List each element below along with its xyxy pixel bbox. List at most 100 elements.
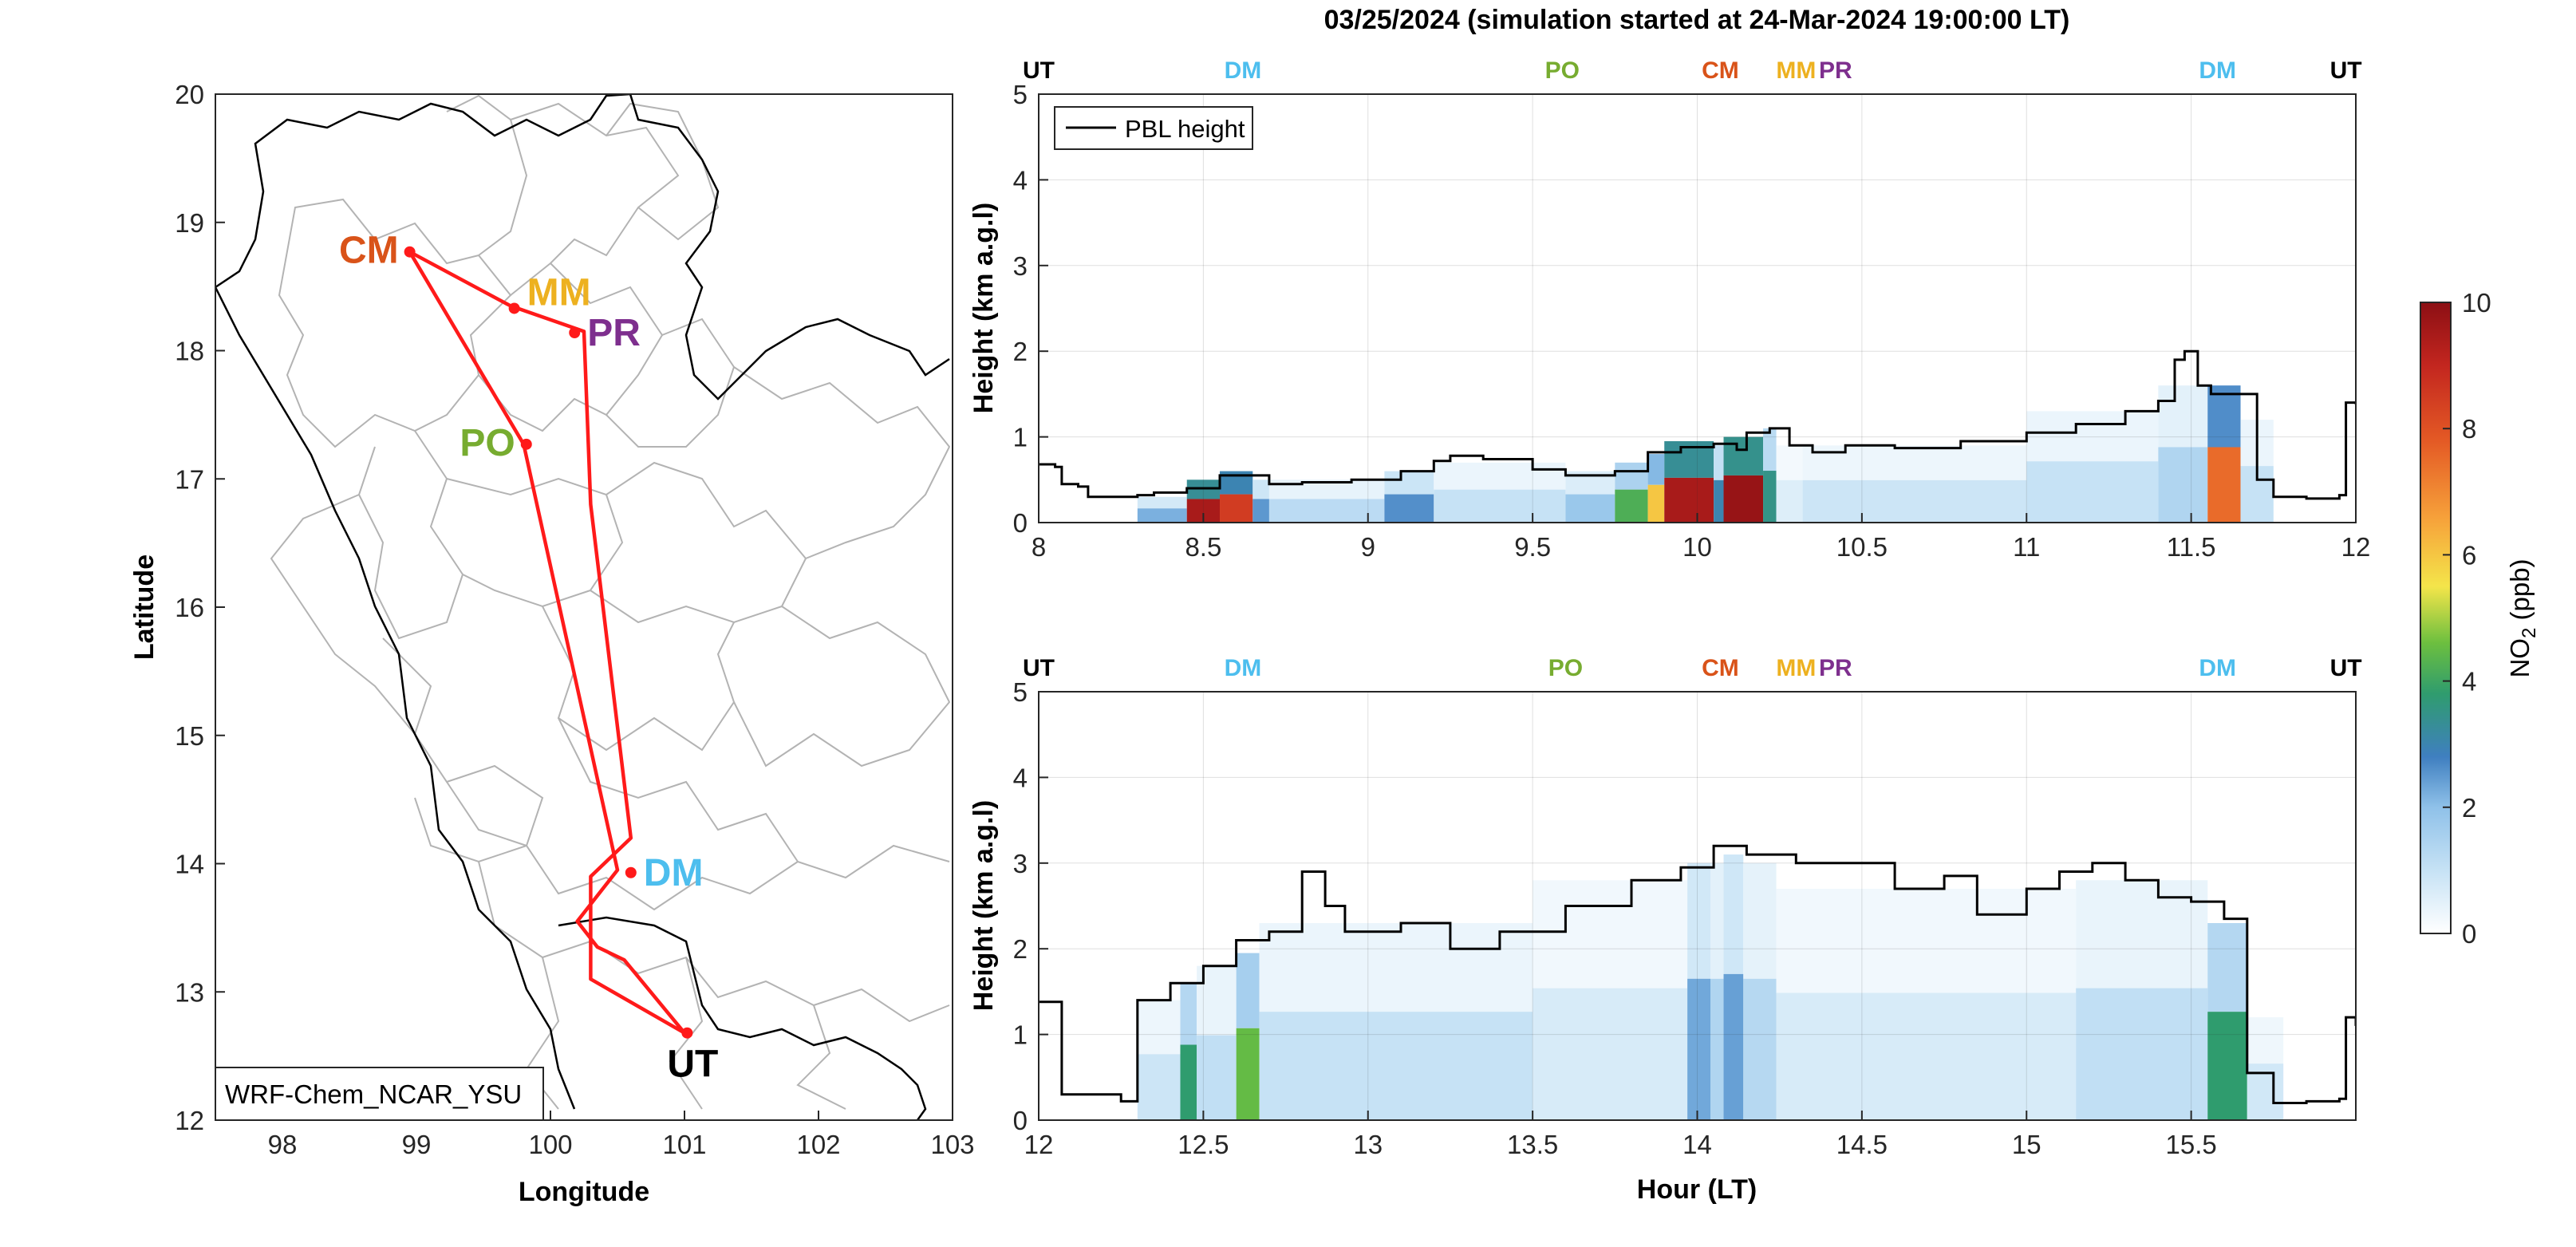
x-tick-label: 12.5 xyxy=(1178,1130,1229,1159)
colorbar-tick-label: 2 xyxy=(2462,793,2476,823)
no2-cell-upper xyxy=(2247,1017,2284,1064)
panel1-no2-cells xyxy=(1137,385,2274,523)
y-tick-label: 16 xyxy=(175,593,204,622)
province-boundary xyxy=(278,198,512,448)
site-marker-label: DM xyxy=(2199,57,2236,84)
no2-cell xyxy=(1259,1012,1533,1120)
colorbar-tick-label: 10 xyxy=(2462,288,2491,318)
no2-cell-upper xyxy=(1687,862,1711,979)
x-tick-label: 11.5 xyxy=(2167,532,2216,562)
no2-cell-upper xyxy=(2158,385,2208,448)
panel1-grid xyxy=(1039,94,2356,523)
panel1-pbl-line xyxy=(1039,349,2356,500)
no2-cell-upper xyxy=(1776,445,1803,480)
no2-cell xyxy=(1664,477,1714,523)
x-tick-label: 11 xyxy=(2013,532,2040,562)
province-boundary xyxy=(796,1004,846,1110)
x-tick-label: 9 xyxy=(1361,532,1375,562)
no2-cell xyxy=(1384,494,1434,523)
no2-cell xyxy=(1137,1054,1181,1120)
colorbar-ticks: 0 2 4 6 8 10 xyxy=(2443,288,2491,949)
y-tick-label: 5 xyxy=(1013,677,1028,707)
no2-cell xyxy=(1220,494,1253,523)
map-coastline xyxy=(215,94,950,1120)
no2-cell xyxy=(1723,973,1744,1120)
no2-cell xyxy=(1776,479,1803,523)
y-tick-label: 14 xyxy=(175,850,204,879)
no2-cell-upper xyxy=(1434,462,1566,490)
x-tick-label: 101 xyxy=(662,1130,706,1159)
route-line xyxy=(408,250,686,1035)
x-tick-label: 15.5 xyxy=(2166,1130,2217,1159)
site-marker-label: DM xyxy=(1225,655,1262,681)
y-tick-label: 19 xyxy=(175,208,204,238)
pbl-legend-label: PBL height xyxy=(1125,115,1245,143)
x-tick-label: 12 xyxy=(2341,532,2371,562)
no2-cell-upper xyxy=(1743,862,1777,979)
site-marker xyxy=(508,302,520,314)
no2-cell xyxy=(1802,479,2027,523)
y-tick-label: 15 xyxy=(175,721,204,751)
x-tick-label: 98 xyxy=(268,1130,298,1159)
no2-cell xyxy=(1533,988,1688,1120)
y-tick-label: 13 xyxy=(175,977,204,1007)
model-label-frame xyxy=(215,1067,544,1121)
no2-cell xyxy=(1565,494,1615,523)
site-marker xyxy=(520,438,532,450)
map-axes-frame xyxy=(215,94,953,1120)
no2-cell-upper xyxy=(1802,445,2027,480)
no2-cell-upper xyxy=(2207,385,2241,448)
site-marker xyxy=(681,1027,693,1039)
colorbar-tick-label: 6 xyxy=(2462,540,2476,570)
site-marker-label: DM xyxy=(1225,57,1262,84)
province-boundary xyxy=(446,477,624,608)
site-marker xyxy=(625,866,637,878)
no2-cell-upper xyxy=(1714,445,1724,480)
no2-cell-upper xyxy=(2026,411,2159,462)
panel2-site-labels: UT DM PO CM MM PR DM UT xyxy=(1023,655,2362,681)
colorbar-ramp xyxy=(2420,302,2452,934)
y-tick-label: 12 xyxy=(175,1106,204,1135)
no2-cell xyxy=(1434,489,1566,523)
no2-cell xyxy=(1723,475,1764,523)
panel2-x-ticks: 12 12.5 13 13.5 14 14.5 15 15.5 xyxy=(1024,1111,2217,1159)
panel2-x-axis-label: Hour (LT) xyxy=(1637,1174,1757,1205)
x-tick-label: 8 xyxy=(1032,532,1046,562)
y-tick-label: 1 xyxy=(1013,1020,1028,1050)
no2-cell-upper xyxy=(1710,862,1724,979)
y-tick-label: 2 xyxy=(1013,337,1028,366)
no2-cell-upper xyxy=(2207,922,2247,1012)
no2-cell-upper xyxy=(1615,462,1648,490)
site-marker-label: DM xyxy=(2199,655,2236,681)
x-tick-label: 8.5 xyxy=(1185,532,1221,562)
panel1-x-ticks: 8 8.5 9 9.5 10 10.5 11 11.5 12 xyxy=(1032,513,2371,562)
no2-cell xyxy=(1252,499,1269,523)
colorbar-label-main: NO xyxy=(2505,638,2535,678)
site-label: PO xyxy=(460,422,515,464)
no2-cell xyxy=(1268,499,1385,523)
x-tick-label: 13 xyxy=(1353,1130,1383,1159)
colorbar-tick-label: 8 xyxy=(2462,414,2476,444)
colorbar-label-sub: 2 xyxy=(2519,628,2540,638)
y-tick-label: 20 xyxy=(175,80,204,109)
site-marker xyxy=(569,326,581,338)
panel1-site-labels: UT DM PO CM MM PR DM UT xyxy=(1023,57,2362,84)
site-marker-label: PO xyxy=(1545,57,1580,84)
site-marker-label: UT xyxy=(2330,57,2362,84)
no2-cell xyxy=(1743,978,1777,1120)
country-border xyxy=(215,94,631,289)
site-marker-label: PR xyxy=(1819,57,1852,84)
no2-cell xyxy=(1714,479,1724,523)
y-tick-label: 0 xyxy=(1013,1106,1028,1135)
x-tick-label: 14 xyxy=(1682,1130,1712,1159)
no2-cell-upper xyxy=(1723,854,1744,974)
province-boundary xyxy=(478,861,950,1023)
y-tick-label: 18 xyxy=(175,337,204,366)
site-marker-label: CM xyxy=(1702,655,1739,681)
province-boundary xyxy=(558,717,799,862)
no2-cell-upper xyxy=(1259,922,1533,1012)
